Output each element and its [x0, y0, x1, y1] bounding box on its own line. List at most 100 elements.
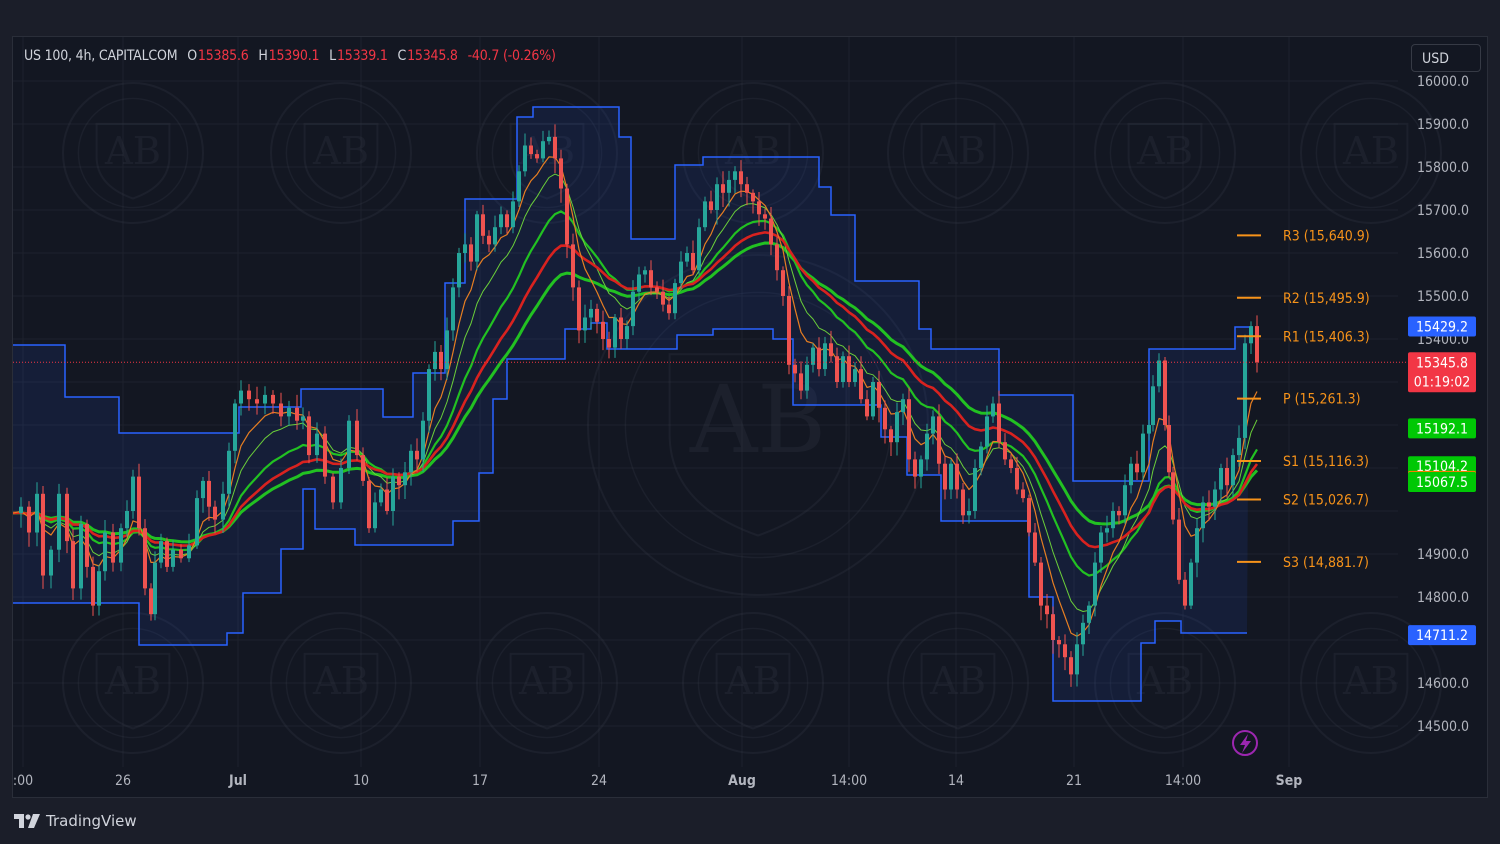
candle-body: [535, 154, 539, 159]
candle-body: [979, 446, 983, 468]
candle-body: [661, 291, 665, 305]
watermark-ring: [476, 612, 618, 754]
low-value: 15339.1: [336, 48, 388, 64]
candle-body: [601, 321, 605, 339]
candle-body: [1163, 360, 1167, 425]
candle-body: [583, 317, 587, 331]
candle-body: [553, 136, 557, 159]
candle-body: [847, 356, 851, 382]
watermark-logo-text: AB: [724, 659, 781, 704]
candle-body: [1157, 360, 1161, 387]
candle-body: [1189, 562, 1193, 606]
candle-body: [955, 463, 959, 490]
watermark-ring: [1300, 612, 1442, 754]
candle-body: [1213, 489, 1217, 507]
candle-body: [871, 382, 875, 417]
candle-body: [517, 171, 521, 202]
lightning-icon-bolt: [1240, 734, 1251, 753]
candle-body: [179, 549, 183, 559]
candle-body: [409, 450, 413, 473]
candle-body: [739, 171, 743, 185]
price-tag-value: 15192.1: [1416, 421, 1468, 437]
price-tag-value: 15345.8: [1416, 355, 1468, 371]
price-tag-bg: [1408, 471, 1476, 492]
candle-body: [57, 493, 61, 550]
candle-body: [137, 476, 141, 529]
watermark-logo-text: AB: [1136, 659, 1193, 704]
candle-body: [143, 528, 147, 589]
candle-body: [925, 433, 929, 460]
watermark-badge-bottom: AB: [476, 612, 618, 754]
candle-body: [1069, 657, 1073, 675]
candle-body: [949, 463, 953, 490]
chart-frame[interactable]: AB AB AB AB AB AB AB AB AB AB AB AB AB AB AB R3 (15,64…: [12, 36, 1488, 798]
candle-body: [541, 141, 545, 159]
shield-icon: [303, 652, 379, 730]
candle-body: [171, 549, 175, 567]
pivot-label: R2 (15,495.9): [1283, 291, 1370, 307]
watermark-ring: [1094, 82, 1236, 224]
pivot-label: R1 (15,406.3): [1283, 329, 1370, 345]
chart-canvas[interactable]: AB AB AB AB AB AB AB AB AB AB AB AB AB AB AB R3 (15,64…: [13, 37, 1487, 797]
shield-icon: [920, 652, 996, 730]
watermark-logo-text: AB: [724, 129, 781, 174]
candle-body: [769, 218, 773, 245]
candle-body: [787, 296, 791, 365]
pivot-label: S3 (14,881.7): [1283, 555, 1369, 571]
watermark-ring-inner: [902, 97, 1014, 209]
close-value: 15345.8: [407, 48, 458, 64]
candle-body: [817, 347, 821, 370]
candle-body: [1135, 463, 1139, 473]
shield-icon: [95, 122, 171, 200]
candle-body: [469, 244, 473, 262]
watermark-logo-text: AB: [104, 129, 161, 174]
candle-body: [85, 523, 89, 567]
candle-body: [263, 394, 267, 404]
price-tag: 15067.5: [1408, 471, 1476, 492]
candle-body: [511, 201, 515, 228]
tradingview-logo[interactable]: TradingView: [14, 810, 137, 832]
candle-body: [1123, 485, 1127, 516]
x-axis[interactable]: :00 26 Jul 10 17 24 Aug 14:00 14 21 14:00 Sep: [13, 773, 1302, 789]
watermark-logo-text: AB: [518, 129, 575, 174]
candle-body: [233, 403, 237, 451]
candle-body: [943, 463, 947, 490]
watermark-logo-text: AB: [929, 129, 986, 174]
candle-body: [607, 339, 611, 348]
watermark-ring-inner: [1315, 97, 1427, 209]
candle-body: [775, 244, 779, 271]
candle-body: [1237, 437, 1241, 456]
candle-body: [323, 433, 327, 477]
currency-button[interactable]: USD: [1411, 44, 1481, 72]
candle-body: [445, 330, 449, 370]
candle-body: [691, 253, 695, 271]
symbol-header[interactable]: US 100, 4h, CAPITALCOM O15385.6 H15390.1…: [24, 48, 556, 64]
candle-body: [835, 356, 839, 382]
price-tag-countdown: 01:19:02: [1414, 374, 1471, 390]
candle-body: [655, 287, 659, 292]
candle-body: [811, 347, 815, 365]
candle-body: [221, 493, 225, 520]
candle-body: [637, 274, 641, 292]
candle-body: [159, 541, 163, 563]
candle-body: [287, 407, 291, 417]
candle-body: [255, 399, 259, 404]
x-axis-tick-label: 14:00: [831, 773, 867, 789]
candle-body: [1243, 343, 1247, 438]
watermark-badge-bottom: AB: [682, 612, 824, 754]
candle-body: [1093, 562, 1097, 606]
candle-body: [883, 407, 887, 430]
candle-body: [967, 511, 971, 516]
watermark-ring: [887, 82, 1029, 224]
change-value: -40.7 (-0.26%): [467, 48, 556, 64]
candle-body: [643, 270, 647, 275]
candle-body: [295, 407, 299, 421]
watermark-badge-bottom: AB: [62, 612, 204, 754]
candle-body: [301, 416, 305, 421]
pivot-levels: R3 (15,640.9) R2 (15,495.9) R1 (15,406.3) P…: [1237, 228, 1370, 571]
candle-body: [247, 390, 251, 400]
candle-body: [385, 489, 389, 511]
candle-body: [799, 373, 803, 391]
lightning-icon[interactable]: [1232, 730, 1258, 756]
candle-body: [889, 429, 893, 443]
